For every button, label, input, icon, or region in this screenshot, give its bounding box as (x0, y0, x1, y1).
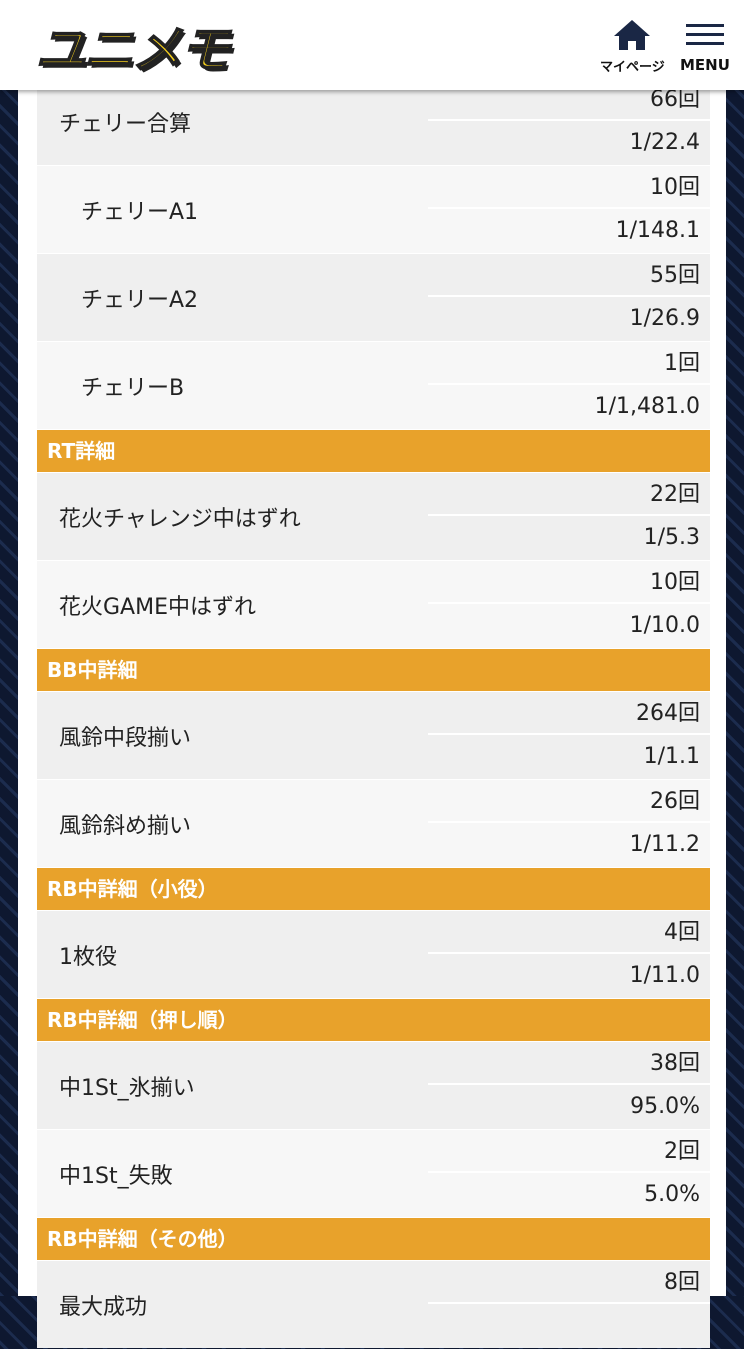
row-values: 22回 1/5.3 (428, 473, 710, 560)
section-header: BB中詳細 (37, 649, 710, 691)
data-row: 風鈴斜め揃い 26回 1/11.2 (37, 780, 710, 867)
home-icon (614, 20, 651, 50)
section-header: RB中詳細（小役） (37, 868, 710, 910)
content: チェリー合算 66回 1/22.4 チェリーA1 10回 1/148.1 チェリーA2 55回… (37, 78, 710, 1349)
row-values: 10回 1/10.0 (428, 561, 710, 648)
rate: 1/26.9 (629, 306, 700, 331)
count: 2回 (428, 1130, 710, 1173)
rate: 95.0% (630, 1094, 700, 1119)
count: 38回 (428, 1042, 710, 1085)
row-label: 花火チャレンジ中はずれ (59, 506, 301, 532)
count: 264回 (428, 692, 710, 735)
row-label: 風鈴斜め揃い (59, 813, 192, 839)
section-header: RB中詳細（押し順） (37, 999, 710, 1041)
data-row: 花火チャレンジ中はずれ 22回 1/5.3 (37, 473, 710, 560)
data-row: 中1St_氷揃い 38回 95.0% (37, 1042, 710, 1129)
count: 8回 (428, 1261, 710, 1304)
data-row: チェリーB 1回 1/1,481.0 (37, 342, 710, 429)
row-label: チェリーB (81, 375, 185, 401)
rate: 1/148.1 (615, 218, 700, 243)
row-values: 10回 1/148.1 (428, 166, 710, 253)
menu-button[interactable]: MENU (680, 18, 730, 74)
row-label: 中1St_氷揃い (59, 1075, 195, 1101)
data-row: 風鈴中段揃い 264回 1/1.1 (37, 692, 710, 779)
row-values: 264回 1/1.1 (428, 692, 710, 779)
row-values: 1回 1/1,481.0 (428, 342, 710, 429)
rate: 1/22.4 (629, 130, 700, 155)
data-row: チェリーA2 55回 1/26.9 (37, 254, 710, 341)
data-row: 中1St_失敗 2回 5.0% (37, 1130, 710, 1217)
rate: 1/11.0 (629, 963, 700, 988)
section-header: RT詳細 (37, 430, 710, 472)
data-row: 1枚役 4回 1/11.0 (37, 911, 710, 998)
rate: 1/5.3 (643, 525, 700, 550)
count: 10回 (428, 561, 710, 604)
row-values: 2回 5.0% (428, 1130, 710, 1217)
rate: 1/1,481.0 (594, 394, 700, 419)
data-row: 花火GAME中はずれ 10回 1/10.0 (37, 561, 710, 648)
count: 4回 (428, 911, 710, 954)
count: 1回 (428, 342, 710, 385)
menu-label: MENU (680, 56, 730, 74)
row-values: 38回 95.0% (428, 1042, 710, 1129)
mypage-button[interactable]: マイページ (600, 18, 665, 75)
menu-icon (685, 24, 724, 45)
row-label: 中1St_失敗 (59, 1163, 173, 1189)
count: 22回 (428, 473, 710, 516)
row-values: 8回 (428, 1261, 710, 1348)
header: ユニメモ マイページ MENU (0, 0, 744, 90)
row-values: 4回 1/11.0 (428, 911, 710, 998)
count: 55回 (428, 254, 710, 297)
data-row: チェリーA1 10回 1/148.1 (37, 166, 710, 253)
count: 26回 (428, 780, 710, 823)
data-row: チェリー合算 66回 1/22.4 (37, 78, 710, 165)
row-label: 花火GAME中はずれ (59, 594, 256, 620)
count: 66回 (428, 78, 710, 121)
count: 10回 (428, 166, 710, 209)
rate: 1/10.0 (629, 613, 700, 638)
row-label: チェリー合算 (59, 111, 192, 137)
section-header: RB中詳細（その他） (37, 1218, 710, 1260)
row-values: 55回 1/26.9 (428, 254, 710, 341)
row-values: 66回 1/22.4 (428, 78, 710, 165)
row-label: 1枚役 (59, 944, 117, 970)
row-label: チェリーA2 (81, 287, 199, 313)
row-label: 最大成功 (59, 1294, 148, 1320)
row-label: 風鈴中段揃い (59, 725, 192, 751)
data-row: 最大成功 8回 (37, 1261, 710, 1348)
rate: 5.0% (644, 1182, 700, 1207)
logo[interactable]: ユニメモ (35, 20, 231, 80)
rate: 1/1.1 (643, 744, 700, 769)
mypage-label: マイページ (600, 60, 665, 75)
row-values: 26回 1/11.2 (428, 780, 710, 867)
row-label: チェリーA1 (81, 199, 199, 225)
rate: 1/11.2 (629, 832, 700, 857)
